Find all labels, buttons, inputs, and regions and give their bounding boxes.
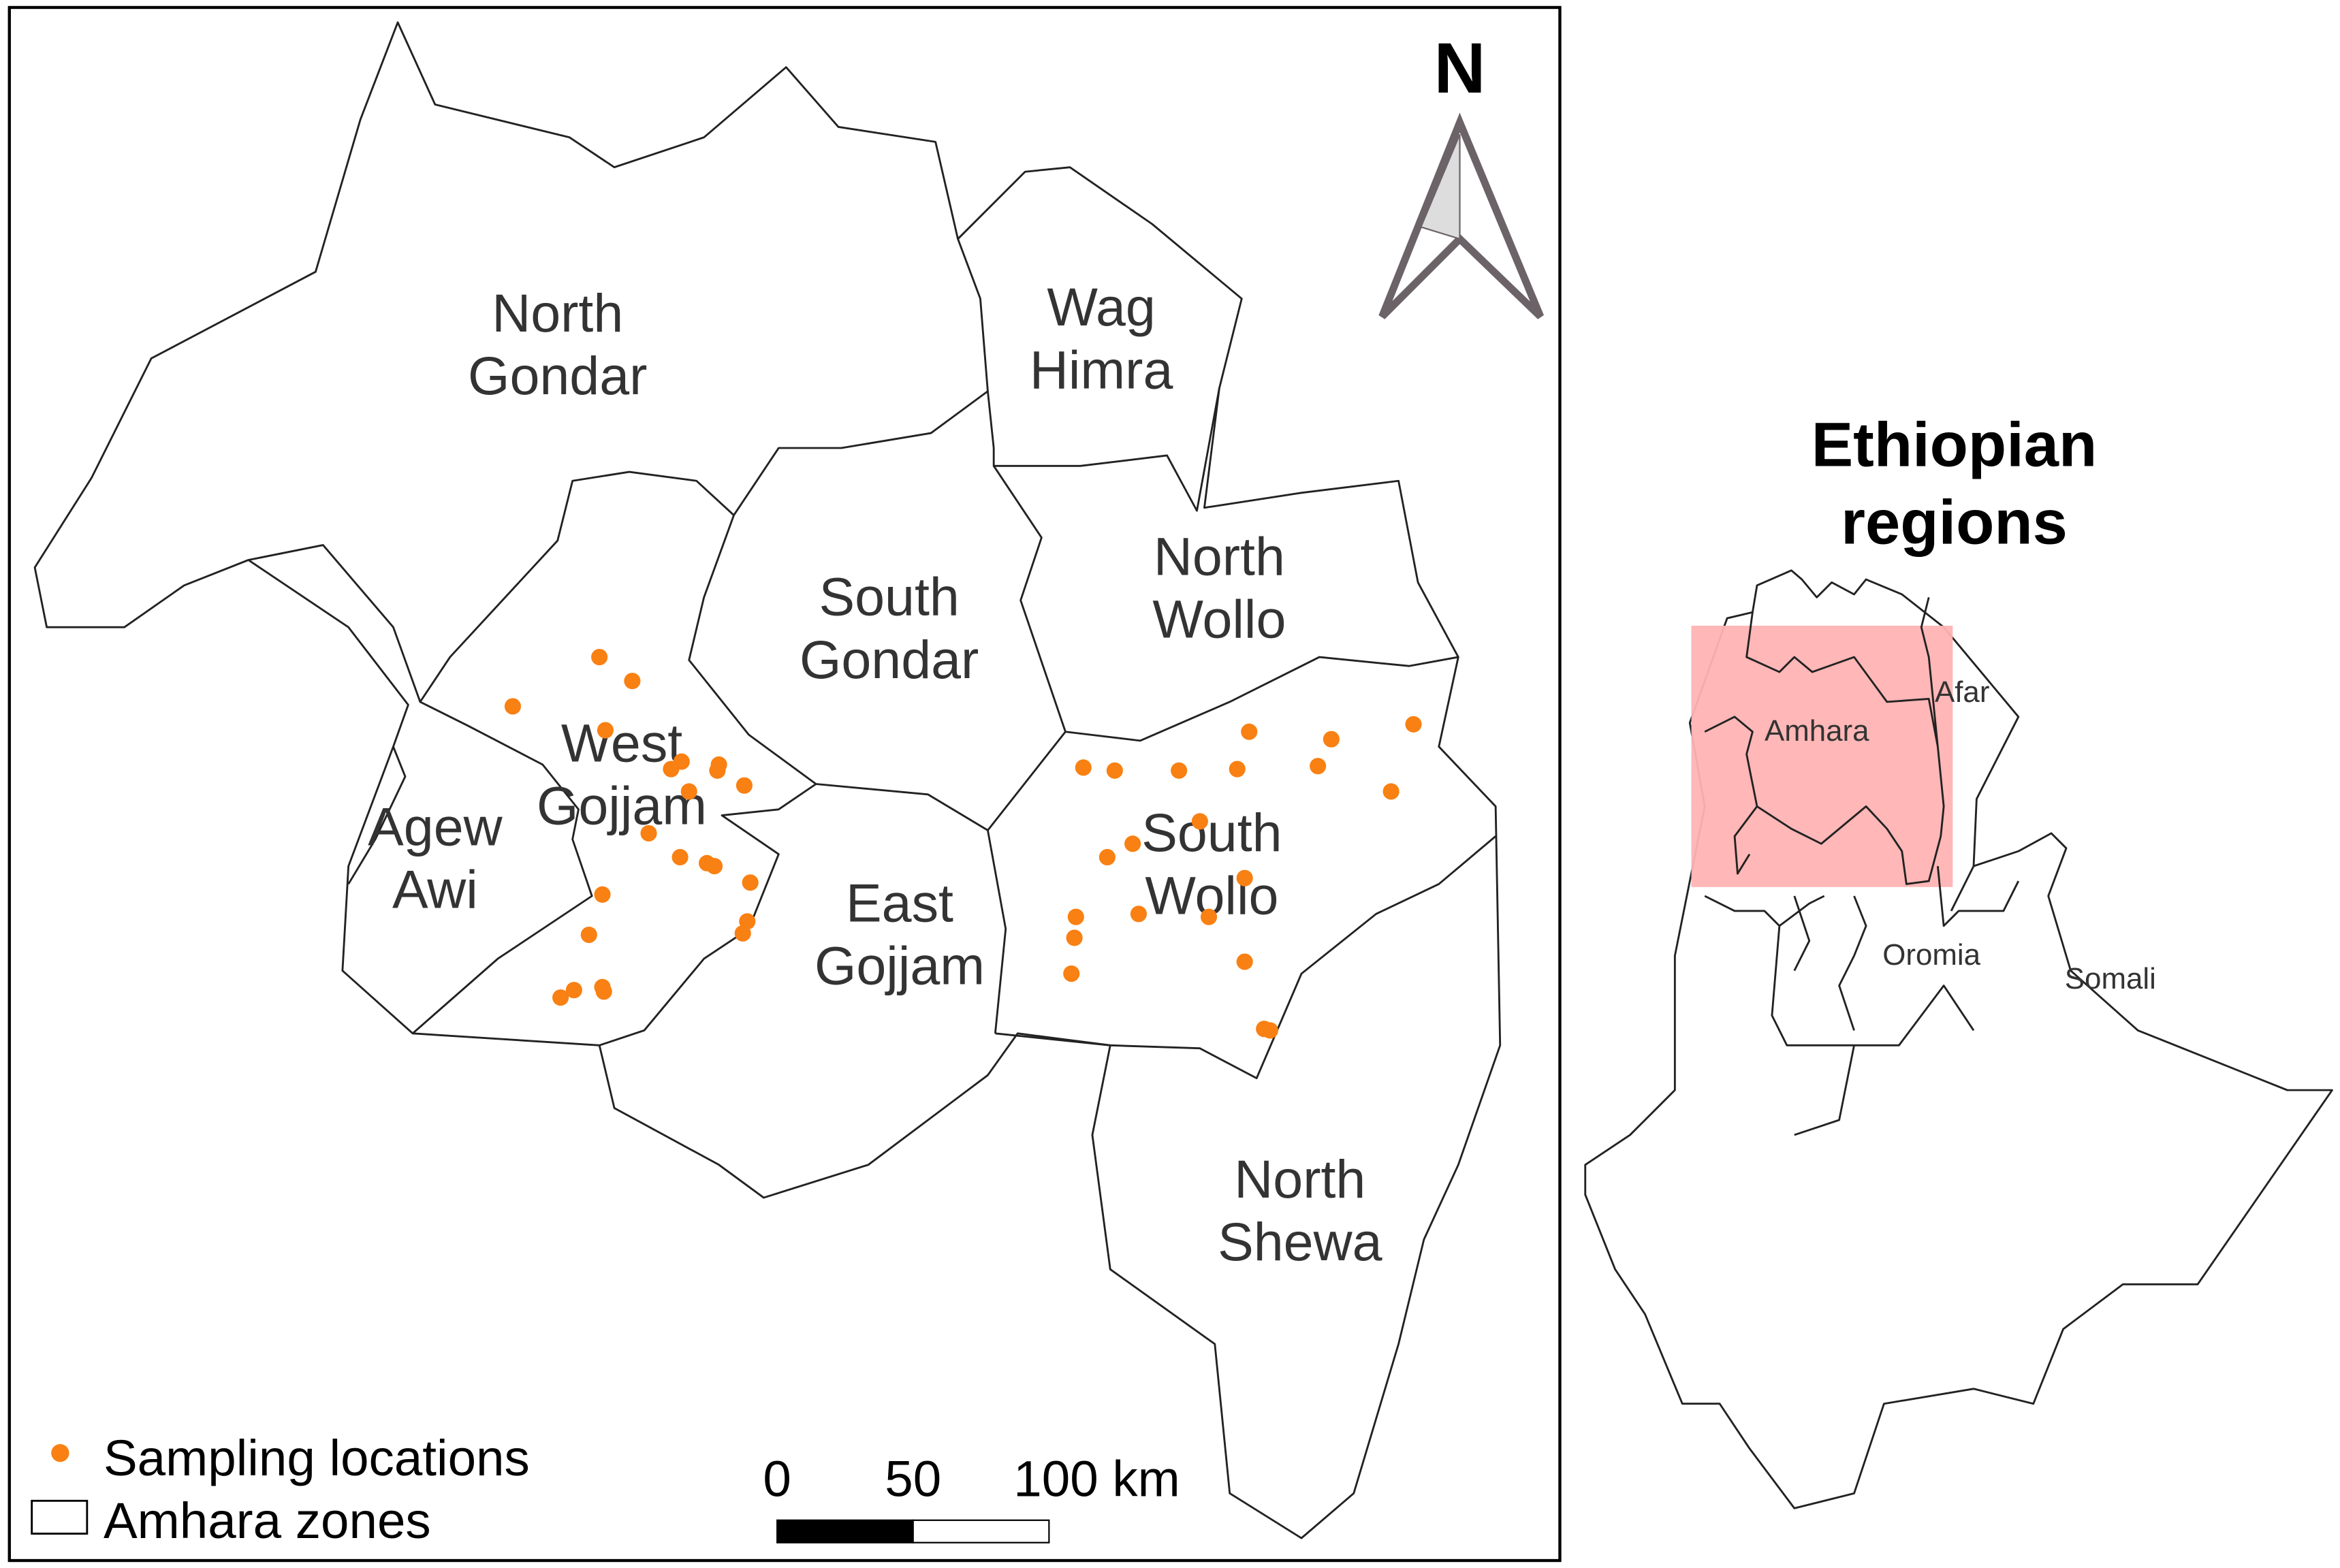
sampling-location-point (1261, 1022, 1279, 1039)
sampling-location-point (1236, 953, 1253, 970)
sampling-location-point (595, 983, 612, 1000)
sampling-location-point (565, 982, 582, 999)
zone-label: Gojjam (815, 935, 985, 995)
sampling-location-point (552, 989, 569, 1006)
zone-label: Shewa (1218, 1212, 1382, 1272)
zone-labels: North Gondar Wag Himra South Gondar Nort… (368, 277, 1382, 1272)
sampling-location-point (1106, 762, 1123, 779)
sampling-location-point (1323, 731, 1340, 748)
sampling-location-point (591, 649, 608, 666)
sampling-location-point (1241, 723, 1258, 740)
zone-label: Wollo (1152, 590, 1286, 650)
zone-label: Himra (1030, 340, 1173, 400)
sampling-location-point (1098, 848, 1116, 866)
sampling-location-point (1310, 758, 1327, 775)
north-shewa-boundary (995, 835, 1497, 1080)
scale-tick-label: 50 (885, 1450, 941, 1507)
sampling-location-point (742, 874, 759, 891)
sampling-location-point (1124, 835, 1141, 852)
sampling-location-point (1405, 716, 1422, 733)
sampling-location-point (597, 722, 614, 739)
scale-tick-label: 100 km (1013, 1450, 1180, 1507)
east-gojjam-boundary (987, 830, 1007, 1034)
sampling-locations (504, 649, 1422, 1039)
zone-label: Gojjam (537, 776, 707, 836)
north-arrow-icon (1378, 112, 1545, 319)
zone-label: West (561, 714, 682, 773)
sampling-location-point (673, 753, 690, 770)
wollo-boundary (1065, 656, 1459, 742)
north-arrow-shade (1420, 133, 1461, 240)
south-gondar-boundary (688, 465, 1066, 831)
scale-bar: 0 50 100 km (763, 1450, 1180, 1543)
sampling-location-point (1200, 908, 1218, 925)
zone-label: North (1234, 1149, 1365, 1209)
legend-amhara-zones: Amhara zones (104, 1492, 431, 1549)
sampling-location-point (1067, 908, 1084, 925)
legend-sampling-locations: Sampling locations (104, 1429, 530, 1486)
inset-map: Ethiopian regions Afar Amhara Oromia Som… (1584, 409, 2333, 1509)
legend: Sampling locations Amhara zones (31, 1429, 530, 1549)
sampling-location-point (1236, 869, 1253, 886)
sampling-location-point (736, 777, 753, 794)
north-arrow-label: N (1434, 29, 1485, 108)
sampling-location-point (594, 886, 611, 903)
sampling-location-point (671, 848, 689, 866)
zone-label: Agew (368, 797, 503, 857)
sampling-location-point (734, 925, 751, 942)
inset-title: regions (1841, 487, 2068, 557)
zone-label: North (1154, 526, 1285, 586)
scale-bar-white (912, 1519, 1050, 1543)
sampling-location-point (1171, 762, 1188, 779)
zone-label: Gondar (468, 346, 647, 406)
zone-label: Gondar (800, 630, 979, 690)
amhara-zones (33, 21, 1502, 1539)
zone-label: South (819, 567, 959, 627)
west-gojjam-boundary (347, 701, 817, 1046)
main-map-frame (7, 5, 1562, 1563)
sampling-location-point (1130, 906, 1148, 923)
sampling-location-point (640, 825, 657, 842)
legend-point-symbol (51, 1443, 69, 1462)
scale-tick-label: 0 (763, 1450, 791, 1507)
wag-himra-boundary (957, 238, 1220, 512)
zone-label: Awi (392, 860, 478, 920)
zone-label: Wag (1047, 277, 1155, 337)
sampling-location-point (624, 673, 641, 690)
sampling-location-point (504, 698, 521, 715)
inset-region-boundaries (1704, 596, 2020, 1136)
sampling-location-point (1075, 759, 1092, 776)
amhara-highlight-box (1691, 626, 1953, 887)
sampling-location-point (1382, 783, 1400, 800)
north-arrow: N (1378, 29, 1545, 319)
sampling-location-point (1229, 761, 1246, 778)
sampling-location-point (706, 858, 723, 875)
inset-title: Ethiopian (1812, 409, 2098, 479)
sampling-location-point (1066, 929, 1083, 946)
amhara-outline (33, 21, 1502, 1539)
inset-label-amhara: Amhara (1765, 714, 1869, 748)
inset-label-oromia: Oromia (1882, 938, 1980, 972)
zone-label: East (846, 873, 953, 933)
sampling-location-point (580, 926, 597, 944)
sampling-location-point (1191, 813, 1208, 830)
inset-label-somali: Somali (2065, 962, 2156, 995)
sampling-location-point (709, 762, 726, 779)
sampling-location-point (680, 783, 697, 800)
inset-label-afar: Afar (1935, 675, 1989, 709)
scale-bar-black (776, 1519, 914, 1543)
zone-label: South (1141, 803, 1282, 863)
sampling-location-point (1063, 965, 1080, 982)
zone-label: North (492, 283, 623, 343)
north-gondar-boundary (248, 390, 995, 703)
legend-zone-symbol (31, 1499, 89, 1535)
